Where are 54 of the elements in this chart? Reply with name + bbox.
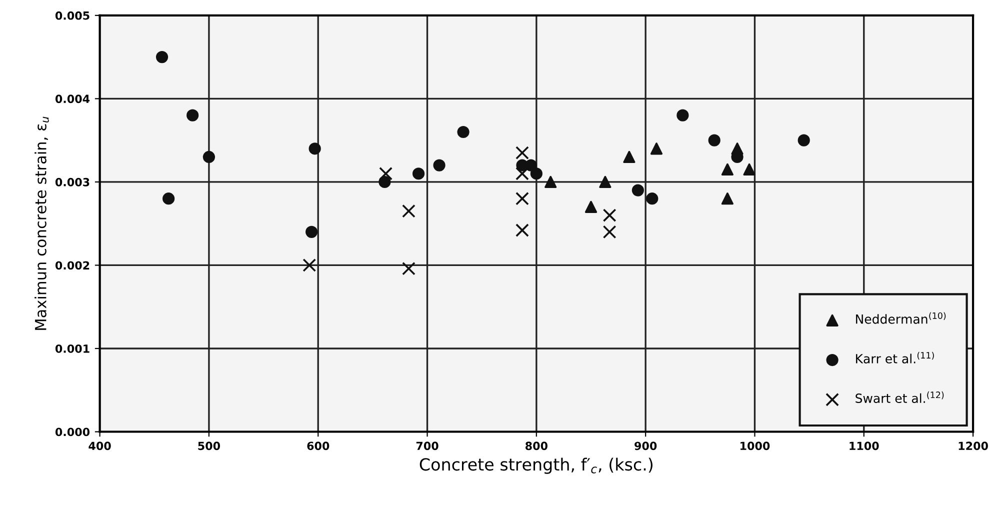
point <box>798 134 810 146</box>
y-tick-label: 0.001 <box>55 344 90 353</box>
x-tick-label: 1200 <box>958 442 988 450</box>
legend-label: Nedderman$^{(10)}$ <box>856 312 946 324</box>
point <box>516 192 529 206</box>
legend-label: Swart et al.$^{(12)}$ <box>856 391 944 404</box>
y-tick-label: 0.005 <box>55 11 90 20</box>
y-tick-label: 0.002 <box>55 261 90 270</box>
x-tick-label: 600 <box>307 442 330 450</box>
point <box>306 226 318 238</box>
point <box>302 258 316 272</box>
y-tick-label: 0.000 <box>55 428 90 436</box>
point <box>402 262 416 276</box>
point <box>378 176 391 188</box>
point <box>516 224 529 237</box>
point <box>544 176 557 188</box>
point <box>721 192 734 205</box>
x-tick-label: 800 <box>526 442 548 450</box>
point <box>602 225 616 239</box>
point <box>202 150 216 164</box>
point <box>650 142 663 155</box>
point <box>584 200 598 213</box>
point <box>721 163 734 176</box>
x-tick-label: 1000 <box>740 442 770 450</box>
point <box>530 168 542 180</box>
point <box>308 142 321 155</box>
point <box>646 192 658 205</box>
x-axis-title: Concrete strength, f′$_{c}$, (ksc.) <box>420 458 652 474</box>
point <box>186 109 199 122</box>
point <box>743 163 756 176</box>
x-tick-label: 500 <box>198 442 220 450</box>
legend-label: Karr et al.$^{(11)}$ <box>856 352 934 364</box>
point <box>433 159 446 172</box>
point <box>676 109 689 122</box>
point <box>457 126 470 138</box>
x-tick-label: 1100 <box>850 442 879 450</box>
point <box>623 150 636 164</box>
x-tick-label: 700 <box>416 442 438 450</box>
y-axis-title: Maximun concrete strain, ε$_{u}$ <box>34 116 49 330</box>
y-tick-label: 0.003 <box>55 178 90 186</box>
point <box>156 51 168 64</box>
point <box>412 168 425 180</box>
x-tick-label: 400 <box>88 442 111 450</box>
point <box>516 166 529 180</box>
point <box>379 166 393 180</box>
point <box>602 208 616 222</box>
point <box>599 176 612 188</box>
x-tick-label: 900 <box>634 442 657 450</box>
point <box>708 134 720 146</box>
point <box>402 204 416 218</box>
point <box>162 192 175 205</box>
y-tick-label: 0.004 <box>55 94 90 104</box>
point <box>516 146 529 160</box>
point <box>632 184 644 196</box>
